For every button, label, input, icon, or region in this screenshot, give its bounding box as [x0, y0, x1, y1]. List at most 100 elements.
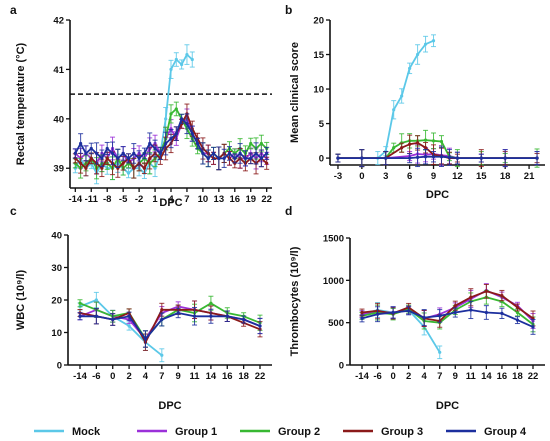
data-point: [415, 141, 420, 145]
x-tick-label: 19: [245, 194, 256, 205]
data-point: [408, 66, 412, 70]
series-group-2: [77, 295, 263, 348]
x-axis-label: DPC: [159, 197, 182, 209]
data-point: [89, 146, 93, 151]
data-point: [431, 39, 436, 43]
x-tick-label: 18: [500, 171, 511, 182]
data-point: [121, 161, 125, 165]
data-point: [515, 310, 520, 315]
x-tick-label: 0: [110, 371, 115, 382]
legend: Mock Group 1 Group 2 Group 3 Group 4: [34, 426, 527, 438]
x-tick-label: 22: [261, 194, 272, 205]
data-point: [143, 337, 148, 341]
y-tick-label: 500: [328, 318, 344, 329]
data-point: [500, 293, 504, 298]
data-point: [190, 132, 194, 136]
data-point: [153, 146, 157, 151]
x-tick-label: 0: [359, 171, 364, 182]
data-point: [233, 156, 237, 160]
x-tick-label: -11: [85, 194, 99, 205]
x-tick-label: 9: [431, 171, 436, 182]
x-tick-label: 16: [497, 371, 508, 382]
data-point: [111, 317, 115, 322]
x-tick-label: 14: [481, 371, 492, 382]
legend-label: Group 2: [278, 426, 320, 438]
series-group-4: [77, 306, 263, 348]
y-tick-label: 0: [319, 154, 324, 165]
data-point: [94, 151, 99, 156]
data-point: [79, 161, 83, 165]
data-point: [259, 156, 263, 160]
data-point: [127, 314, 131, 318]
data-point: [164, 141, 168, 146]
data-point: [94, 314, 98, 318]
x-tick-label: 21: [524, 171, 535, 182]
legend-label: Group 3: [381, 426, 423, 438]
x-tick-label: 16: [230, 194, 241, 205]
x-tick-label: 22: [255, 371, 266, 382]
data-point: [89, 156, 93, 160]
data-point: [174, 107, 178, 111]
x-tick-label: 4: [168, 194, 174, 205]
data-point: [153, 166, 157, 170]
data-point: [375, 312, 380, 316]
data-point: [160, 317, 164, 322]
data-point: [360, 156, 364, 160]
data-point: [185, 122, 189, 126]
x-tick-label: -6: [373, 371, 381, 382]
x-tick-label: 7: [437, 371, 442, 382]
series-line: [361, 296, 534, 326]
series-line: [79, 302, 261, 340]
x-tick-label: 2: [126, 371, 131, 382]
x-tick-label: 14: [206, 371, 217, 382]
data-point: [258, 324, 262, 328]
y-axis-label: WBC (10⁹/l): [15, 270, 27, 331]
data-point: [137, 156, 141, 160]
data-point: [484, 310, 488, 315]
data-point: [535, 156, 539, 160]
data-point: [201, 151, 205, 156]
data-point: [484, 289, 488, 293]
data-point: [360, 316, 364, 321]
y-tick-label: 41: [53, 65, 64, 76]
data-point: [415, 52, 420, 57]
data-point: [400, 146, 404, 150]
y-tick-label: 1000: [323, 276, 344, 287]
x-tick-label: 11: [466, 371, 477, 382]
x-tick-label: 11: [190, 371, 201, 382]
data-point: [169, 136, 173, 141]
x-tick-label: 4: [143, 371, 149, 382]
x-tick-label: 22: [528, 371, 539, 382]
y-tick-label: 5: [319, 119, 325, 130]
data-point: [439, 155, 444, 159]
data-point: [142, 166, 147, 170]
data-point: [148, 156, 152, 160]
data-point: [408, 156, 412, 160]
data-point: [169, 112, 173, 116]
data-point: [195, 141, 200, 146]
data-point: [209, 314, 213, 318]
panel-b: b 0 5 10 15 20 -3 0 3 6 9 12 15 18 21 DPC Mean clinical …: [285, 3, 545, 201]
data-point: [126, 156, 131, 160]
x-tick-label: 2: [406, 371, 411, 382]
data-point: [176, 311, 180, 315]
data-point: [211, 151, 216, 156]
data-point: [238, 151, 242, 156]
data-point: [185, 52, 189, 57]
x-tick-label: 12: [452, 171, 463, 182]
data-point: [423, 138, 428, 142]
y-tick-label: 10: [313, 85, 324, 96]
data-point: [94, 298, 98, 302]
data-point: [455, 156, 460, 160]
x-tick-label: 10: [198, 194, 209, 205]
data-point: [453, 310, 457, 315]
y-axis-label: Rectal temperature (°C): [15, 42, 27, 165]
data-point: [192, 314, 197, 318]
x-tick-label: -3: [334, 171, 342, 182]
x-tick-label: 7: [159, 371, 164, 382]
y-tick-label: 15: [313, 50, 324, 61]
data-point: [105, 146, 109, 151]
data-point: [164, 117, 168, 121]
x-tick-label: 0: [390, 371, 395, 382]
